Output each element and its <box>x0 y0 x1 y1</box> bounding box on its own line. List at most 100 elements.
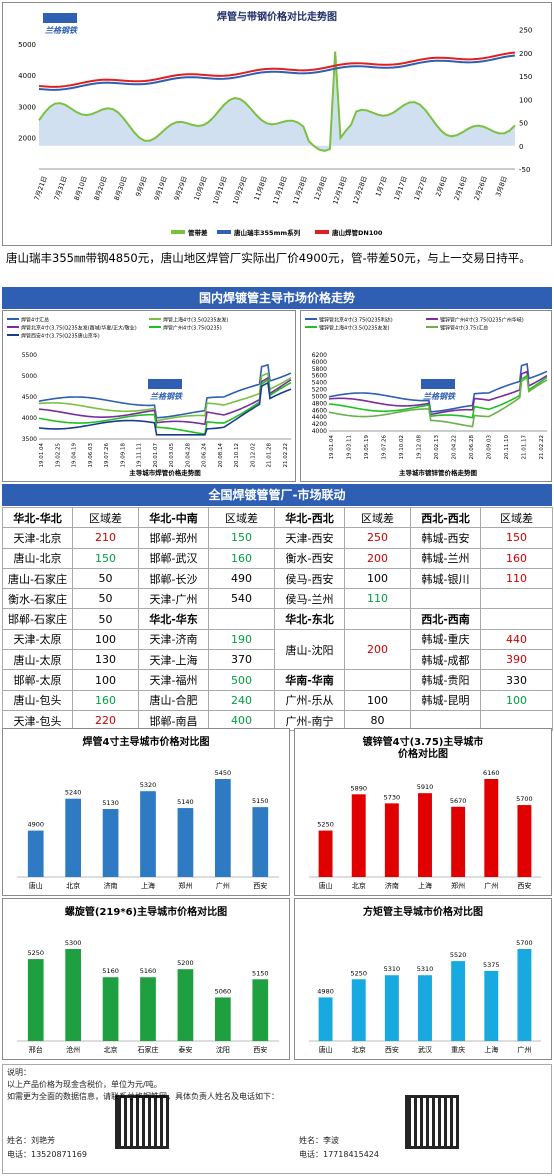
table-cell: 210 <box>72 527 139 549</box>
table-cell: 110 <box>480 567 553 590</box>
bar <box>384 975 399 1041</box>
y-tick: 5000 <box>22 373 37 380</box>
category-label: 西安 <box>253 881 267 890</box>
x-tick: 9月29日 <box>173 175 189 202</box>
legend-label: 管带差 <box>188 228 208 237</box>
table-header-cell: 西北-西北 <box>410 506 481 529</box>
table-header-cell: 华北-华北 <box>2 506 73 529</box>
table-row: 天津-包头 220 邯郸-南昌 400 广州-南宁 80 <box>2 709 553 732</box>
table-cell: 唐山-包头 <box>2 689 73 711</box>
y-tick: 5800 <box>312 366 327 373</box>
bar <box>517 805 532 877</box>
bar-value-label: 5320 <box>140 781 157 789</box>
x-tick: 19.10.02 <box>399 435 405 460</box>
x-tick: 7月21日 <box>33 175 49 202</box>
x-tick: 2月6日 <box>434 175 449 198</box>
logo-icon <box>43 13 77 23</box>
bar-value-label: 6160 <box>483 769 500 777</box>
bar-value-label: 5150 <box>252 797 269 805</box>
x-tick: 19.04.19 <box>72 443 78 468</box>
bar-chart-galvanized: 镀锌管4寸(3.75)主导城市价格对比图 5250 唐山 5890 北京 5730 济南 59… <box>309 735 541 890</box>
bar <box>102 977 119 1041</box>
contact2-phone: 电话：17718415424 <box>299 1150 379 1159</box>
table-cell: 韩城-贵阳 <box>410 669 481 691</box>
table-cell: 韩城-兰州 <box>410 547 481 569</box>
table-row: 唐山-太原 130 天津-上海 370 韩城-成都 390 <box>2 649 553 671</box>
bar <box>65 798 82 877</box>
x-tick: 2月26日 <box>473 175 489 202</box>
bar-value-label: 5450 <box>215 769 232 777</box>
table-cell: 150 <box>208 527 275 549</box>
table-cell: 160 <box>72 689 139 711</box>
bar <box>177 969 194 1041</box>
x-tick: 1月27日 <box>413 175 429 202</box>
y-tick: 5400 <box>312 380 327 387</box>
table-cell: 540 <box>208 588 275 610</box>
table-cell: 100 <box>480 689 553 711</box>
x-tick: 8月20日 <box>93 175 109 202</box>
category-label: 沈阳 <box>216 1045 230 1054</box>
x-tick: 9月9日 <box>134 175 149 198</box>
table-cell: 区域差 <box>72 506 139 529</box>
bar-value-label: 5890 <box>350 784 367 792</box>
table-cell: 邯郸-太原 <box>2 669 73 691</box>
bar-value-label: 5140 <box>177 798 194 806</box>
bar <box>484 779 499 877</box>
legend-swatch <box>315 230 329 234</box>
bar-value-label: 4980 <box>317 987 334 995</box>
table-cell: 370 <box>208 649 275 671</box>
table-cell: 50 <box>72 567 139 590</box>
x-tick: 19.06.03 <box>88 443 94 468</box>
category-label: 石家庄 <box>138 1045 159 1054</box>
legend-label: 焊管广州4寸(3.75(Q235) <box>163 325 222 332</box>
category-label: 济南 <box>104 881 118 890</box>
x-tick: 19.01.04 <box>329 435 335 460</box>
table-cell: 天津-福州 <box>138 669 209 691</box>
x-tick: 10月9日 <box>193 175 209 202</box>
category-label: 西安 <box>517 881 531 890</box>
table-cell: 唐山-合肥 <box>138 689 209 711</box>
table-cell: 330 <box>480 669 553 691</box>
market-summary: 唐山瑞丰355㎜带钢4850元，唐山地区焊管厂实际出厂价4900元，管-带差50… <box>6 251 531 265</box>
table-row: 天津-北京 210 邯郸-郑州 150 天津-西安 250 韩城-西安 150 <box>2 527 553 549</box>
x-tick: 20.08.14 <box>218 443 224 468</box>
bar <box>318 997 333 1041</box>
table-header-cell: 华南-华南 <box>274 669 345 691</box>
table-cell: 区域差 <box>480 506 553 529</box>
x-tick: 20.06.24 <box>202 443 208 468</box>
y-tick-left: 2000 <box>18 135 36 143</box>
x-tick: 7月31日 <box>53 175 69 202</box>
table-cell: 广州-乐从 <box>274 689 345 711</box>
bar <box>252 979 269 1041</box>
table-cell: 侯马-兰州 <box>274 588 345 610</box>
x-tick: 19.07.26 <box>104 443 110 468</box>
category-label: 北京 <box>104 1045 118 1054</box>
y-tick: 4200 <box>312 421 327 428</box>
category-label: 上海 <box>141 881 155 890</box>
series-line <box>328 374 548 419</box>
table-cell: 100 <box>72 669 139 691</box>
table-cell: 邯郸-石家庄 <box>2 608 73 630</box>
bar-value-label: 5250 <box>317 821 334 829</box>
bar <box>318 830 333 877</box>
bar <box>384 803 399 877</box>
legend-label: 焊管4寸汇总 <box>21 317 49 324</box>
bar-panel-square: 方矩管主导城市价格对比图 4980 唐山 5250 北京 5310 西安 5310 武汉 5520… <box>294 898 552 1060</box>
bar <box>418 975 432 1041</box>
x-tick: 9月19日 <box>153 175 169 202</box>
table-cell: 唐山-北京 <box>2 547 73 569</box>
y-tick-right: 250 <box>519 27 532 35</box>
y-tick: 3500 <box>22 436 37 443</box>
chart-title: 方矩管主导城市价格对比图 <box>363 905 483 918</box>
y-tick-right: 0 <box>519 143 523 151</box>
chart-title: 焊管4寸主导城市价格对比图 <box>83 735 210 748</box>
x-tick: 1月7日 <box>374 175 389 198</box>
category-label: 上海 <box>418 881 432 890</box>
y-tick: 6000 <box>312 359 327 366</box>
table-cell: 100 <box>344 689 411 711</box>
logo-text: 兰格钢铁 <box>423 392 456 401</box>
x-tick: 11月18日 <box>271 175 289 206</box>
x-tick: 20.11.10 <box>504 435 510 460</box>
table-row: 邯郸-太原 100 天津-福州 500 华南-华南 韩城-贵阳 330 <box>2 669 553 691</box>
x-tick: 19.12.08 <box>417 435 423 460</box>
